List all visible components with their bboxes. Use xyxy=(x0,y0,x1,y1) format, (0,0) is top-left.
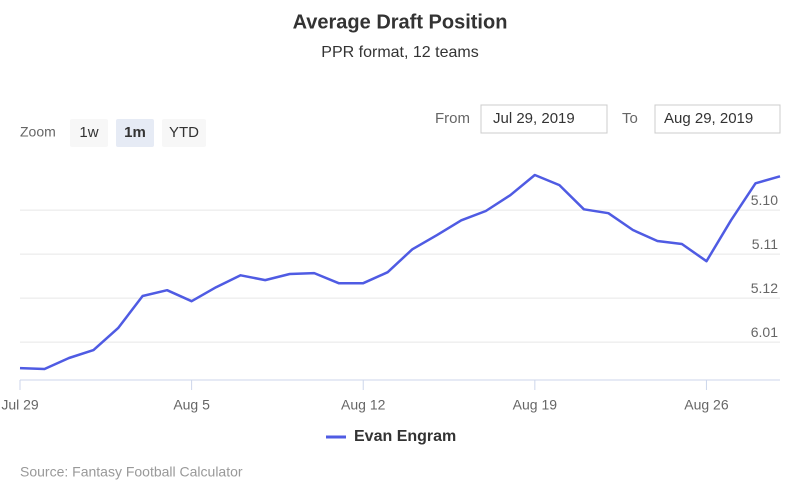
x-tick-label: Aug 26 xyxy=(684,397,729,413)
zoom-button-label: 1m xyxy=(124,124,146,141)
to-label: To xyxy=(622,110,638,127)
chart-title: Average Draft Position xyxy=(293,11,508,33)
from-input[interactable] xyxy=(480,104,608,134)
zoom-button[interactable] xyxy=(70,119,108,147)
y-tick-label: 6.01 xyxy=(751,324,778,340)
from-value: Jul 29, 2019 xyxy=(493,110,575,127)
y-tick-label: 5.12 xyxy=(751,280,778,296)
y-tick-label: 5.10 xyxy=(751,192,778,208)
y-tick-label: 5.11 xyxy=(752,236,778,252)
zoom-button[interactable] xyxy=(116,119,154,147)
x-tick-label: Aug 12 xyxy=(341,397,386,413)
from-label: From xyxy=(435,110,470,127)
to-input[interactable] xyxy=(654,104,781,134)
credits: Source: Fantasy Football Calculator xyxy=(20,464,243,480)
zoom-button-label: 1w xyxy=(79,124,98,141)
zoom-label: Zoom xyxy=(20,124,56,140)
x-tick-label: Aug 5 xyxy=(173,397,210,413)
zoom-button-label: YTD xyxy=(169,124,199,141)
x-tick-label: Aug 19 xyxy=(513,397,558,413)
zoom-button[interactable] xyxy=(162,119,206,147)
x-tick-label: Jul 29 xyxy=(1,397,39,413)
legend-label[interactable]: Evan Engram xyxy=(354,428,456,445)
to-value: Aug 29, 2019 xyxy=(664,110,753,127)
chart-subtitle: PPR format, 12 teams xyxy=(321,44,478,61)
series-line xyxy=(19,173,781,371)
